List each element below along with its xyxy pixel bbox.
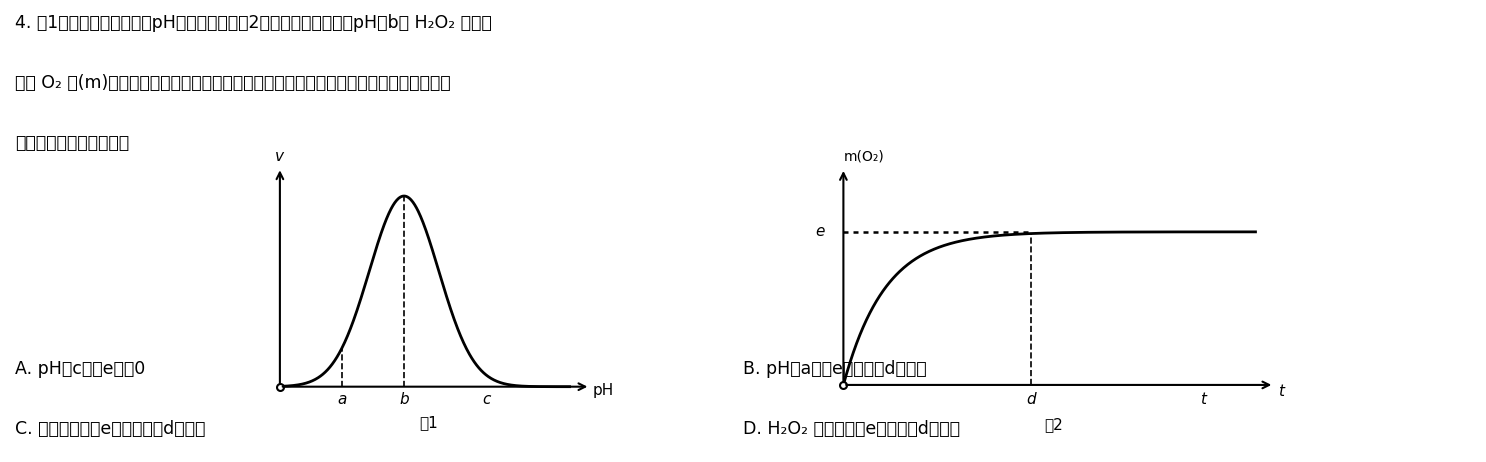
- Text: d: d: [1025, 392, 1036, 407]
- Text: C. 温度降低时，e点不移动，d点右移: C. 温度降低时，e点不移动，d点右移: [15, 420, 205, 438]
- Text: D. H₂O₂ 量增加时，e点上移，d点右移: D. H₂O₂ 量增加时，e点上移，d点右移: [743, 420, 960, 438]
- Text: 4. 图1是过氧化氢酶活性受pH影响的曲线。图2表示在最适温度下，pH＝b时 H₂O₂ 分解产: 4. 图1是过氧化氢酶活性受pH影响的曲线。图2表示在最适温度下，pH＝b时 H…: [15, 14, 492, 32]
- Text: c: c: [483, 392, 490, 407]
- Text: 图1: 图1: [419, 415, 438, 430]
- Text: t: t: [1201, 392, 1207, 407]
- Text: m(O₂): m(O₂): [844, 150, 884, 164]
- Text: 生的 O₂ 量(m)随时间的变化曲线。若该酶促反应过程中改变某一初始条件，在做出以下改: 生的 O₂ 量(m)随时间的变化曲线。若该酶促反应过程中改变某一初始条件，在做出…: [15, 74, 450, 92]
- Text: a: a: [337, 392, 346, 407]
- Text: A. pH＝c时，e点为0: A. pH＝c时，e点为0: [15, 360, 146, 378]
- Text: 变时，有关描述错误的是: 变时，有关描述错误的是: [15, 134, 129, 152]
- Text: t: t: [1278, 384, 1284, 399]
- Text: pH: pH: [593, 383, 614, 398]
- Text: v: v: [275, 149, 284, 164]
- Text: b: b: [400, 392, 409, 407]
- Text: 图2: 图2: [1043, 418, 1062, 432]
- Text: B. pH＝a时，e点不变，d点右移: B. pH＝a时，e点不变，d点右移: [743, 360, 927, 378]
- Text: e: e: [816, 225, 825, 239]
